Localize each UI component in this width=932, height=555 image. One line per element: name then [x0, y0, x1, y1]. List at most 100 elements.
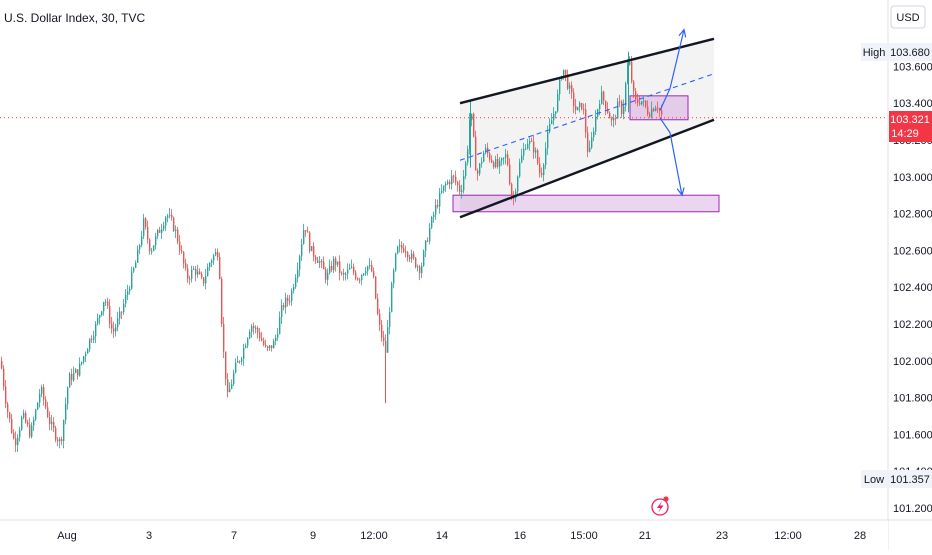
- candle-body: [661, 110, 663, 115]
- candle-body: [635, 91, 637, 100]
- candle-body: [603, 91, 605, 101]
- candle-body: [65, 403, 67, 421]
- candle-body: [131, 271, 133, 289]
- candle-body: [621, 101, 623, 115]
- candle-body: [261, 338, 263, 341]
- candle-body: [601, 91, 603, 104]
- time-scale[interactable]: [0, 520, 888, 550]
- candle-body: [563, 69, 565, 78]
- candle-body: [19, 429, 21, 438]
- candle-body: [207, 267, 209, 277]
- candle-body: [331, 265, 333, 271]
- candle-body: [545, 148, 547, 165]
- candle-body: [367, 266, 369, 272]
- candle-body: [223, 323, 225, 352]
- candle-body: [453, 175, 455, 177]
- candle-body: [581, 102, 583, 110]
- candle-body: [459, 185, 461, 192]
- candle-body: [101, 311, 103, 316]
- x-tick-label: 7: [231, 530, 237, 542]
- y-tick-label: 101.800: [893, 393, 932, 405]
- candle-body: [471, 113, 473, 121]
- candle-body: [433, 214, 435, 218]
- x-tick-label: 15:00: [570, 530, 598, 542]
- candle-body: [427, 240, 429, 242]
- candle-body: [89, 338, 91, 350]
- candle-body: [93, 336, 95, 340]
- candle-body: [443, 185, 445, 191]
- candle-body: [45, 399, 47, 408]
- candle-body: [203, 277, 205, 284]
- candle-body: [595, 116, 597, 132]
- y-tick-label: 101.600: [893, 429, 932, 441]
- candle-body: [297, 269, 299, 278]
- candle-body: [147, 227, 149, 240]
- candle-body: [637, 99, 639, 103]
- candle-body: [529, 140, 531, 144]
- candle-body: [299, 256, 301, 270]
- candle-body: [127, 291, 129, 295]
- candle-body: [105, 301, 107, 303]
- candle-body: [97, 318, 99, 324]
- high-value: 103.680: [890, 47, 930, 59]
- candle-body: [535, 150, 537, 153]
- candle-body: [29, 424, 31, 437]
- candle-body: [169, 214, 171, 216]
- candle-body: [567, 74, 569, 89]
- candle-body: [495, 159, 497, 168]
- candle-body: [403, 248, 405, 252]
- candle-body: [467, 149, 469, 163]
- candle-body: [651, 108, 653, 117]
- candle-body: [193, 268, 195, 270]
- candle-body: [335, 258, 337, 265]
- y-tick-label: 103.600: [893, 61, 932, 73]
- candle-body: [469, 120, 471, 150]
- candle-body: [509, 164, 511, 184]
- candle-body: [251, 326, 253, 332]
- channel-lower-line: [459, 118, 715, 219]
- x-tick-label: 9: [310, 530, 316, 542]
- candle-body: [639, 102, 641, 105]
- price-scale[interactable]: [888, 0, 932, 550]
- candle-body: [73, 372, 75, 381]
- candle-body: [53, 421, 55, 428]
- candle-body: [437, 204, 439, 207]
- candle-body: [109, 305, 111, 324]
- candle-body: [519, 162, 521, 177]
- candle-body: [205, 276, 207, 284]
- candle-body: [183, 251, 185, 264]
- candle-body: [7, 403, 9, 413]
- candle-body: [521, 155, 523, 163]
- candle-body: [1, 360, 3, 369]
- candle-body: [421, 265, 423, 274]
- y-tick-label: 103.000: [893, 172, 932, 184]
- candle-body: [505, 154, 507, 158]
- candle-body: [415, 257, 417, 268]
- candle-body: [531, 140, 533, 142]
- candle-body: [309, 232, 311, 252]
- projection-up-arrow: [659, 29, 685, 111]
- candle-body: [233, 372, 235, 384]
- candle-body: [565, 69, 567, 75]
- candle-body: [265, 344, 267, 347]
- candle-body: [35, 409, 37, 420]
- currency-button[interactable]: [890, 5, 926, 29]
- candle-body: [185, 263, 187, 269]
- candle-body: [293, 287, 295, 291]
- flash-icon[interactable]: [651, 496, 669, 516]
- candle-body: [315, 256, 317, 261]
- candle-body: [135, 262, 137, 268]
- low-badge: Low 101.357: [861, 470, 932, 488]
- projection-down-arrow: [659, 117, 683, 196]
- candle-body: [489, 153, 491, 160]
- currency-label: USD: [896, 12, 919, 24]
- candle-body: [121, 311, 123, 313]
- candle-body: [619, 101, 621, 103]
- candle-body: [629, 61, 631, 65]
- candle-body: [179, 241, 181, 251]
- candle-body: [641, 101, 643, 105]
- x-tick-label: 23: [716, 530, 728, 542]
- candle-body: [199, 271, 201, 274]
